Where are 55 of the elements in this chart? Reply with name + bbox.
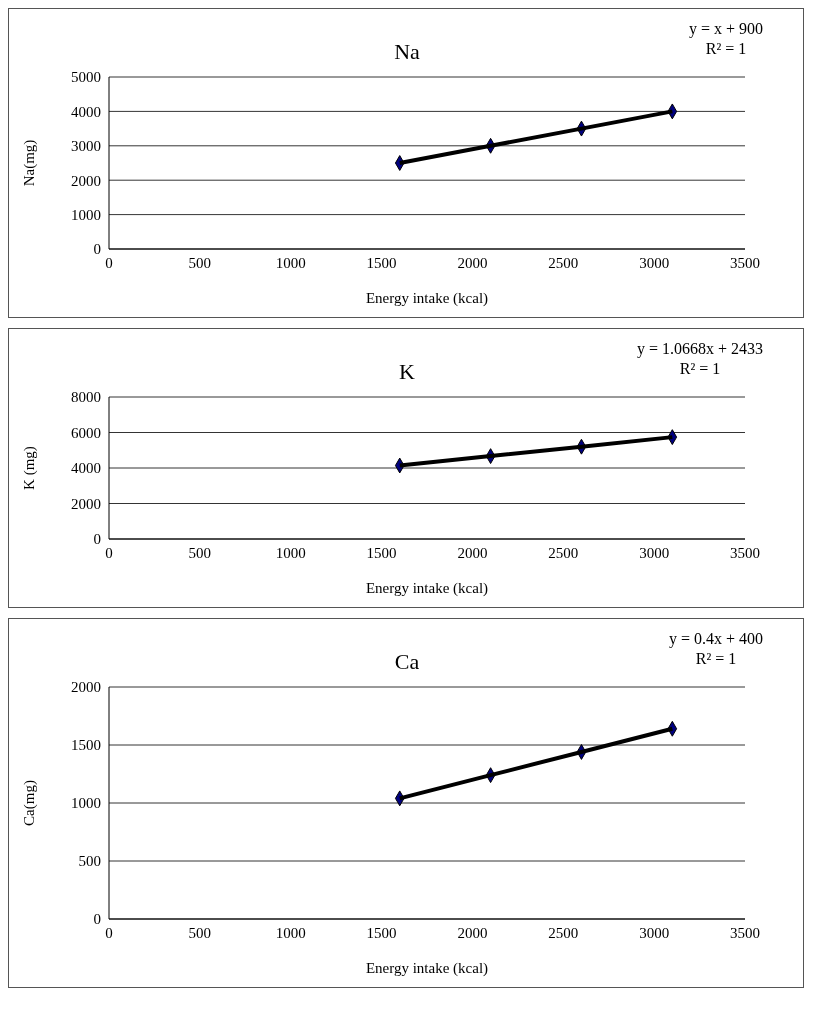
y-tick-label: 5000 [71, 69, 101, 86]
y-tick-label: 1500 [71, 737, 101, 754]
y-axis-title: Ca(mg) [21, 780, 39, 826]
chart-title: Na [394, 39, 420, 64]
x-tick-label: 3500 [730, 544, 760, 561]
y-axis-title: Na(mg) [21, 139, 39, 187]
x-tick-label: 1500 [366, 254, 397, 271]
x-tick-label: 0 [105, 254, 113, 271]
x-tick-label: 2000 [457, 544, 488, 561]
y-tick-label: 0 [93, 241, 101, 258]
chart-title: K [399, 359, 415, 384]
y-tick-label: 2000 [71, 495, 101, 512]
x-axis-title: Energy intake (kcal) [365, 580, 489, 597]
x-tick-label: 3000 [639, 924, 670, 941]
x-tick-label: 2500 [548, 924, 579, 941]
x-tick-label: 2500 [548, 544, 579, 561]
text: y = 1.0668x + 2433 [636, 339, 763, 359]
x-tick-label: 3500 [730, 924, 760, 941]
x-tick-label: 500 [188, 544, 212, 561]
y-tick-label: 8000 [71, 389, 101, 406]
x-tick-label: 3000 [639, 254, 670, 271]
y-tick-label: 0 [93, 911, 101, 928]
y-tick-label: 3000 [71, 138, 101, 155]
x-tick-label: 2000 [457, 254, 488, 271]
x-tick-label: 0 [105, 924, 113, 941]
y-tick-label: 4000 [71, 103, 101, 120]
x-tick-label: 2500 [548, 254, 579, 271]
x-tick-label: 1000 [275, 544, 306, 561]
x-axis-title: Energy intake (kcal) [365, 960, 489, 977]
chart-title: Ca [394, 649, 420, 674]
y-tick-label: 0 [93, 531, 101, 548]
y-tick-label: 6000 [71, 424, 101, 441]
text: R² = 1 [704, 39, 748, 59]
x-axis-title: Energy intake (kcal) [365, 290, 489, 307]
x-tick-label: 3500 [730, 254, 760, 271]
x-tick-label: 1000 [275, 924, 306, 941]
x-tick-label: 2000 [457, 924, 488, 941]
y-tick-label: 1000 [71, 206, 101, 223]
text: y = 0.4x + 400 [668, 629, 763, 649]
x-tick-label: 3000 [639, 544, 670, 561]
x-tick-label: 1500 [366, 544, 397, 561]
y-tick-label: 2000 [71, 679, 101, 696]
y-tick-label: 1000 [71, 795, 101, 812]
y-axis-title: K (mg) [21, 446, 39, 490]
x-tick-label: 500 [188, 254, 212, 271]
text: y = x + 900 [688, 19, 763, 39]
x-tick-label: 1500 [366, 924, 397, 941]
x-tick-label: 0 [105, 544, 113, 561]
text: R² = 1 [678, 359, 722, 379]
x-tick-label: 1000 [275, 254, 306, 271]
x-tick-label: 500 [188, 924, 212, 941]
text: R² = 1 [694, 649, 738, 669]
y-tick-label: 4000 [71, 460, 101, 477]
y-tick-label: 500 [78, 853, 101, 870]
y-tick-label: 2000 [71, 172, 101, 189]
